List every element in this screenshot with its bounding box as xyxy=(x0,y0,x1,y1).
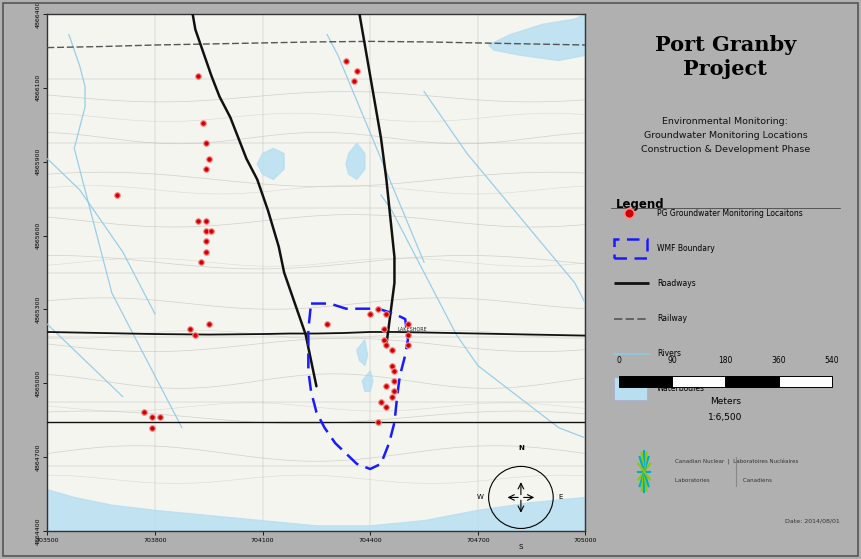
Text: LAKESHORE: LAKESHORE xyxy=(397,327,427,332)
Text: Port Granby
Project: Port Granby Project xyxy=(654,35,796,79)
Text: Legend: Legend xyxy=(616,197,665,211)
Bar xyxy=(725,376,778,387)
Text: 1:6,500: 1:6,500 xyxy=(709,413,742,422)
Text: Waterbodies: Waterbodies xyxy=(657,385,705,394)
Polygon shape xyxy=(489,14,585,60)
Text: Meters: Meters xyxy=(709,397,741,406)
Text: Railway: Railway xyxy=(657,314,687,323)
Text: 90: 90 xyxy=(667,356,677,364)
Text: Laboratories                   Canadiens: Laboratories Canadiens xyxy=(675,479,771,484)
Polygon shape xyxy=(47,490,585,531)
Text: 540: 540 xyxy=(825,356,839,364)
Text: 360: 360 xyxy=(771,356,786,364)
Text: Roadways: Roadways xyxy=(657,279,696,288)
Text: S: S xyxy=(518,544,523,550)
Text: N: N xyxy=(518,445,523,451)
Text: 180: 180 xyxy=(718,356,733,364)
Bar xyxy=(614,377,647,400)
Text: Environmental Monitoring:
Groundwater Monitoring Locations
Construction & Develo: Environmental Monitoring: Groundwater Mo… xyxy=(641,117,810,154)
Text: Date: 2014/08/01: Date: 2014/08/01 xyxy=(785,518,839,523)
Text: 0: 0 xyxy=(616,356,621,364)
Text: W: W xyxy=(476,495,483,500)
Text: E: E xyxy=(559,495,563,500)
Bar xyxy=(672,376,725,387)
Polygon shape xyxy=(356,340,368,366)
Bar xyxy=(619,376,672,387)
Polygon shape xyxy=(346,143,365,179)
Text: WMF Boundary: WMF Boundary xyxy=(657,244,715,253)
Text: PG Groundwater Monitoring Locaitons: PG Groundwater Monitoring Locaitons xyxy=(657,209,802,217)
Text: Rivers: Rivers xyxy=(657,349,681,358)
Polygon shape xyxy=(362,371,373,391)
Polygon shape xyxy=(257,148,284,179)
Bar xyxy=(778,376,832,387)
Text: Canadian Nuclear  |  Laboratoires Nucléaires: Canadian Nuclear | Laboratoires Nucléair… xyxy=(675,459,798,465)
